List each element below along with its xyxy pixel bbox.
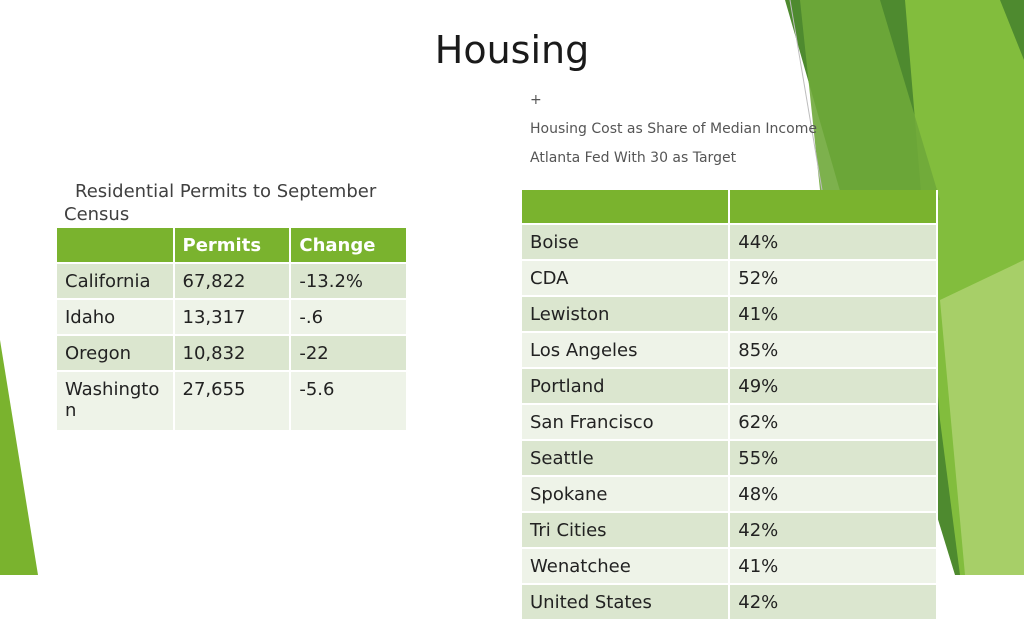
table-row: Oregon 10,832 -22 — [57, 336, 408, 372]
permits-header-permits: Permits — [174, 228, 292, 264]
right-text-block: + Housing Cost as Share of Median Income… — [530, 86, 817, 173]
cost-header-share — [730, 190, 938, 225]
share-cell: 85% — [730, 333, 938, 369]
green-shape-right-pale — [940, 260, 1024, 575]
share-cell: 52% — [730, 261, 938, 297]
city-cell: Seattle — [522, 441, 731, 477]
change-cell: -.6 — [291, 300, 408, 336]
table-row: Los Angeles 85% — [522, 333, 938, 369]
share-cell: 42% — [730, 513, 938, 549]
city-cell: CDA — [522, 261, 731, 297]
right-text-line-2: Atlanta Fed With 30 as Target — [530, 150, 737, 166]
table-row: Boise 44% — [522, 225, 938, 261]
permits-cell: 67,822 — [174, 264, 292, 300]
table-row: CDA 52% — [522, 261, 938, 297]
green-shape-behind-table — [800, 0, 940, 200]
green-shape-left — [0, 340, 38, 575]
bullet-plus: + — [530, 92, 542, 108]
thin-diagonal-line — [789, 0, 823, 191]
permits-header-change: Change — [291, 228, 408, 264]
change-cell: -22 — [291, 336, 408, 372]
permits-header-row: Permits Change — [57, 228, 408, 264]
permits-table: Permits Change California 67,822 -13.2% … — [57, 228, 408, 432]
city-cell: Portland — [522, 369, 731, 405]
change-cell: -5.6 — [291, 372, 408, 432]
permits-caption-line-1: Residential Permits to September — [75, 181, 377, 202]
table-row: Tri Cities 42% — [522, 513, 938, 549]
city-cell: Boise — [522, 225, 731, 261]
state-cell: Oregon — [57, 336, 175, 372]
table-row: Wenatchee 41% — [522, 549, 938, 585]
city-cell: Spokane — [522, 477, 731, 513]
permits-header-blank — [57, 228, 175, 264]
share-cell: 55% — [730, 441, 938, 477]
right-text-line-1: Housing Cost as Share of Median Income — [530, 121, 817, 137]
share-cell: 62% — [730, 405, 938, 441]
table-row: Seattle 55% — [522, 441, 938, 477]
share-cell: 42% — [730, 585, 938, 621]
cost-header-city — [522, 190, 731, 225]
share-cell: 41% — [730, 549, 938, 585]
housing-cost-table: Boise 44% CDA 52% Lewiston 41% Los Angel… — [522, 190, 938, 621]
table-row: Portland 49% — [522, 369, 938, 405]
state-cell: Washington — [57, 372, 175, 432]
state-cell: Idaho — [57, 300, 175, 336]
slide-title: Housing — [434, 28, 590, 72]
city-cell: Los Angeles — [522, 333, 731, 369]
change-cell: -13.2% — [291, 264, 408, 300]
table-row: California 67,822 -13.2% — [57, 264, 408, 300]
share-cell: 44% — [730, 225, 938, 261]
city-cell: Lewiston — [522, 297, 731, 333]
share-cell: 48% — [730, 477, 938, 513]
share-cell: 49% — [730, 369, 938, 405]
table-row: United States 42% — [522, 585, 938, 621]
table-row: Idaho 13,317 -.6 — [57, 300, 408, 336]
table-row: Washington 27,655 -5.6 — [57, 372, 408, 432]
permits-caption: Residential Permits to September Census — [64, 180, 404, 226]
cost-header-row — [522, 190, 938, 225]
table-row: Spokane 48% — [522, 477, 938, 513]
city-cell: United States — [522, 585, 731, 621]
city-cell: San Francisco — [522, 405, 731, 441]
permits-cell: 13,317 — [174, 300, 292, 336]
table-row: Lewiston 41% — [522, 297, 938, 333]
table-row: San Francisco 62% — [522, 405, 938, 441]
city-cell: Tri Cities — [522, 513, 731, 549]
share-cell: 41% — [730, 297, 938, 333]
permits-caption-line-2: Census — [64, 204, 130, 225]
permits-cell: 10,832 — [174, 336, 292, 372]
city-cell: Wenatchee — [522, 549, 731, 585]
permits-cell: 27,655 — [174, 372, 292, 432]
state-cell: California — [57, 264, 175, 300]
